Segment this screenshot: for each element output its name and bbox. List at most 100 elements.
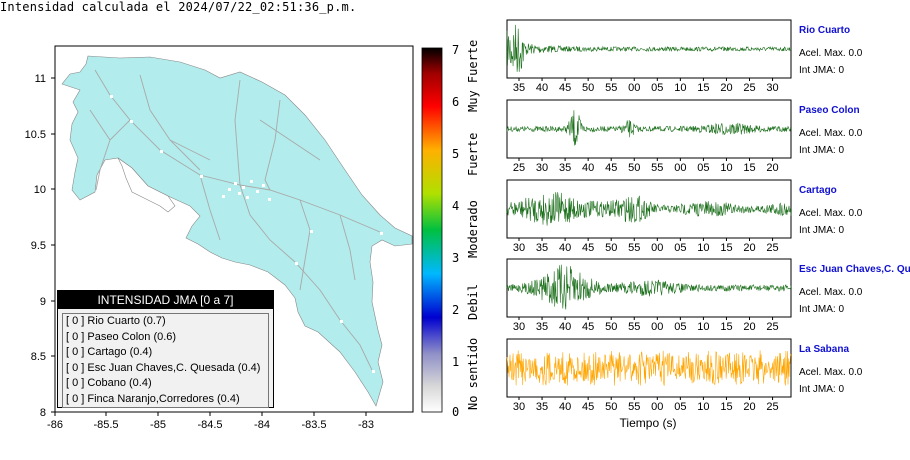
waveform-tick-label: 40 xyxy=(559,242,571,254)
waveform-tick-label: 45 xyxy=(582,242,594,254)
waveform-tick-label: 40 xyxy=(559,321,571,333)
waveform-tick-label: 10 xyxy=(674,82,686,94)
legend-header: INTENSIDAD JMA [0 a 7] xyxy=(58,291,273,309)
waveform-tick-label: 50 xyxy=(605,242,617,254)
waveform-tick-label: 55 xyxy=(651,162,663,174)
waveform-tick-label: 25 xyxy=(766,321,778,333)
legend-row: [ 0 ] Rio Cuarto (0.7) xyxy=(66,315,166,327)
map-ytick-label: 10 xyxy=(34,184,46,196)
waveform-tick-label: 20 xyxy=(743,242,755,254)
waveform-tick-label: 45 xyxy=(582,401,594,413)
waveform-tick-label: 10 xyxy=(697,242,709,254)
colorbar-label-fuerte: Fuerte xyxy=(466,133,480,176)
waveform-trace xyxy=(506,350,792,386)
station-acel-max: Acel. Max. 0.0 xyxy=(799,48,863,59)
legend-row: [ 0 ] Cartago (0.4) xyxy=(66,346,153,358)
waveform-tick-label: 00 xyxy=(651,321,663,333)
station-name: La Sabana xyxy=(799,344,849,355)
station-name: Paseo Colon xyxy=(799,105,860,116)
legend-row: [ 0 ] Paseo Colon (0.6) xyxy=(66,330,177,343)
map-ytick-label: 9 xyxy=(40,296,46,308)
map-xtick-label: -86 xyxy=(47,419,63,431)
waveform-tick-label: 40 xyxy=(559,401,571,413)
waveform-tick-label: 05 xyxy=(674,401,686,413)
legend-row: [ 0 ] Finca Naranjo,Corredores (0.4) xyxy=(66,392,240,405)
map-ytick-label: 10.5 xyxy=(25,129,46,141)
station-acel-max: Acel. Max. 0.0 xyxy=(799,128,863,139)
waveform-tick-label: 05 xyxy=(697,162,709,174)
waveform-tick-label: 00 xyxy=(651,401,663,413)
waveform-tick-label: 25 xyxy=(513,162,525,174)
waveform-tick-label: 20 xyxy=(766,162,778,174)
colorbar-label-debil: Debil xyxy=(466,284,480,320)
x-axis-label: Tiempo (s) xyxy=(620,416,677,430)
map-xtick-label: -85 xyxy=(150,419,166,431)
waveform-tick-label: 40 xyxy=(582,162,594,174)
waveform-tick-label: 05 xyxy=(651,82,663,94)
waveform-tick-label: 45 xyxy=(605,162,617,174)
waveform-tick-label: 50 xyxy=(605,401,617,413)
colorbar-label-moderado: Moderado xyxy=(466,200,480,258)
station-name: Esc Juan Chaves,C. Qu xyxy=(799,264,910,275)
colorbar-gradient xyxy=(421,47,443,413)
station-acel-max: Acel. Max. 0.0 xyxy=(799,287,863,298)
colorbar-tick: 2 xyxy=(452,303,459,317)
colorbar-tick: 4 xyxy=(452,199,459,213)
colorbar-tick: 6 xyxy=(452,95,459,109)
waveform-tick-label: 50 xyxy=(628,162,640,174)
map-xtick-label: -84.5 xyxy=(197,419,222,431)
station-name: Rio Cuarto xyxy=(799,25,850,36)
map-ytick-label: 8.5 xyxy=(31,351,46,363)
colorbar-tick: 3 xyxy=(452,251,459,265)
waveform-tick-label: 30 xyxy=(536,162,548,174)
map-y-ticks: 11 10.5 10 9.5 9 8.5 8 xyxy=(25,73,55,419)
road-network xyxy=(89,69,381,371)
legend-row: [ 0 ] Cobano (0.4) xyxy=(66,377,152,389)
legend-row: [ 0 ] Esc Juan Chaves,C. Quesada (0.4) xyxy=(66,361,261,374)
waveform-tick-label: 55 xyxy=(605,82,617,94)
colorbar-label-no-sentido: No sentido xyxy=(466,338,480,410)
station-name: Cartago xyxy=(799,185,837,196)
station-int-jma: Int JMA: 0 xyxy=(799,225,844,236)
station-int-jma: Int JMA: 0 xyxy=(799,304,844,315)
waveform-tick-label: 20 xyxy=(743,401,755,413)
waveform-tick-label: 15 xyxy=(720,321,732,333)
station-int-jma: Int JMA: 0 xyxy=(799,145,844,156)
waveform-tick-label: 15 xyxy=(720,401,732,413)
waveform-tick-label: 20 xyxy=(720,82,732,94)
station-int-jma: Int JMA: 0 xyxy=(799,384,844,395)
waveform-tick-label: 05 xyxy=(674,242,686,254)
waveform-tick-label: 35 xyxy=(513,82,525,94)
colorbar-label-muy-fuerte: Muy Fuerte xyxy=(466,40,480,112)
waveform-tick-label: 05 xyxy=(674,321,686,333)
waveform-tick-label: 35 xyxy=(536,242,548,254)
waveform-tick-label: 55 xyxy=(628,321,640,333)
waveform-traces: 35 40 45 50 55 00 05 10 15 20 25 30 Rio Cuarto Acel. … xyxy=(506,19,910,413)
waveform-tick-label: 00 xyxy=(628,82,640,94)
waveform-trace xyxy=(506,24,792,72)
nicoya-gulf xyxy=(117,157,176,213)
city-points xyxy=(96,95,383,373)
waveform-tick-label: 10 xyxy=(697,401,709,413)
waveform-tick-label: 15 xyxy=(697,82,709,94)
waveform-tick-label: 25 xyxy=(743,82,755,94)
waveform-tick-label: 00 xyxy=(651,242,663,254)
waveform-tick-label: 20 xyxy=(743,321,755,333)
page-title: Intensidad calculada el 2024/07/22_02:51… xyxy=(0,0,357,14)
waveform-tick-label: 10 xyxy=(697,321,709,333)
waveform-tick-label: 45 xyxy=(559,82,571,94)
waveform-tick-label: 00 xyxy=(674,162,686,174)
waveform-tick-label: 25 xyxy=(766,401,778,413)
waveform-tick-label: 50 xyxy=(582,82,594,94)
waveform-tick-label: 50 xyxy=(605,321,617,333)
waveform-trace xyxy=(506,110,792,146)
map-ytick-label: 11 xyxy=(35,73,46,85)
waveform-tick-label: 30 xyxy=(513,401,525,413)
map-ytick-label: 9.5 xyxy=(31,240,46,252)
waveform-tick-label: 55 xyxy=(628,401,640,413)
colorbar-tick: 0 xyxy=(452,405,459,419)
map-xtick-label: -85.5 xyxy=(93,419,118,431)
waveform-tick-label: 15 xyxy=(720,242,732,254)
station-int-jma: Int JMA: 0 xyxy=(799,65,844,76)
